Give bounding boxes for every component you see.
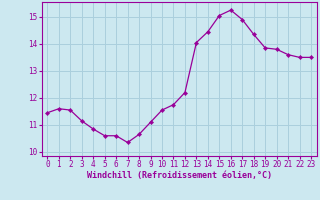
X-axis label: Windchill (Refroidissement éolien,°C): Windchill (Refroidissement éolien,°C) [87,171,272,180]
